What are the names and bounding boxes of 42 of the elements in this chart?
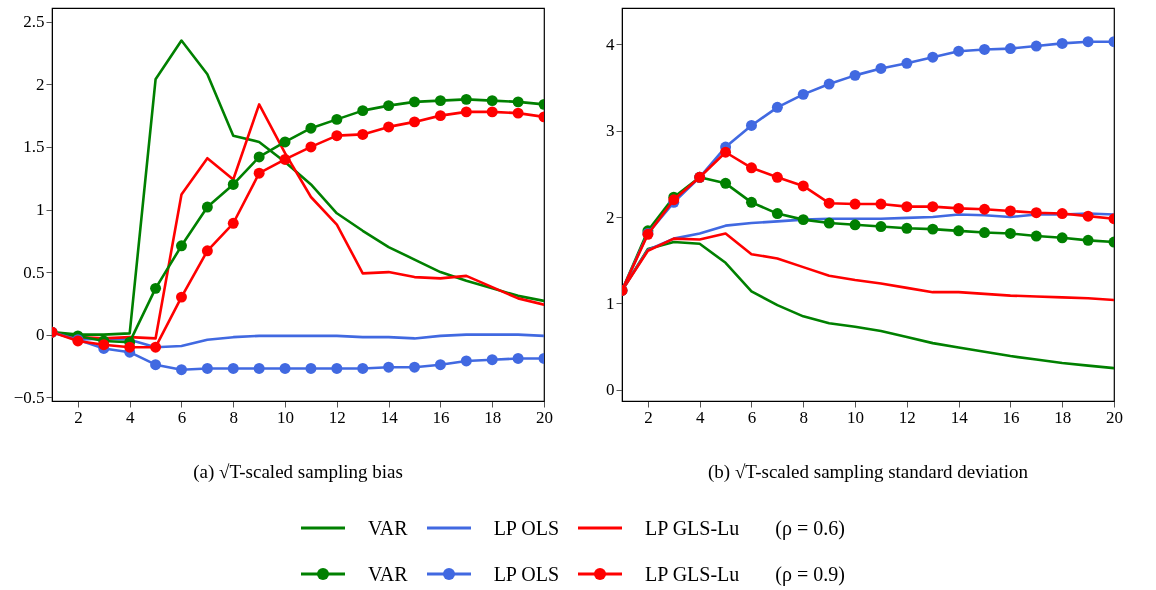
x-tick-label: 18 — [484, 407, 502, 427]
y-tick-label: 0.5 — [23, 262, 45, 282]
x-tick-label: 16 — [432, 407, 450, 427]
text: (a) √T-scaled sampling bias — [193, 461, 403, 483]
x-tick-label: 12 — [328, 407, 346, 427]
x-tick-label: 8 — [799, 407, 809, 427]
x-tick-label: 2 — [74, 407, 83, 427]
x-tick-label: 14 — [950, 407, 969, 427]
y-tick-label: 0 — [606, 380, 615, 400]
text: (b) √T-scaled sampling standard deviation — [708, 461, 1029, 483]
x-tick-label: 4 — [695, 407, 705, 427]
legend-label: LP OLS — [493, 516, 560, 540]
x-tick-label: 8 — [229, 407, 239, 427]
x-tick-label: 4 — [125, 407, 135, 427]
text: (ρ = 0.9) — [775, 562, 845, 586]
y-tick-label: 1 — [606, 293, 615, 313]
x-tick-label: 6 — [177, 407, 187, 427]
x-tick-label: 16 — [1002, 407, 1020, 427]
y-tick-label: 4 — [606, 34, 615, 54]
x-tick-label: 2 — [644, 407, 653, 427]
y-tick-label: 2.5 — [23, 12, 45, 32]
x-tick-label: 18 — [1054, 407, 1072, 427]
y-tick-label: 1 — [36, 200, 45, 220]
legend-label: VAR — [368, 516, 408, 540]
y-tick-label: 2 — [606, 207, 615, 227]
legend-label: LP GLS-Lu — [645, 516, 740, 540]
y-tick-label: 3 — [606, 121, 615, 141]
x-tick-label: 6 — [747, 407, 757, 427]
y-tick-label: 2 — [36, 74, 45, 94]
legend-label: VAR — [368, 562, 408, 586]
legend-label: LP GLS-Lu — [645, 562, 740, 586]
x-tick-label: 10 — [277, 407, 295, 427]
legend-label: LP OLS — [493, 562, 560, 586]
x-tick-label: 12 — [898, 407, 916, 427]
x-tick-label: 20 — [536, 407, 553, 427]
y-tick-label: 1.5 — [23, 137, 45, 157]
y-tick-label: 0 — [36, 325, 45, 345]
y-tick-label: −0.5 — [13, 387, 45, 407]
text: (ρ = 0.6) — [775, 516, 845, 540]
x-tick-label: 20 — [1106, 407, 1123, 427]
x-tick-label: 10 — [847, 407, 865, 427]
x-tick-label: 14 — [380, 407, 399, 427]
